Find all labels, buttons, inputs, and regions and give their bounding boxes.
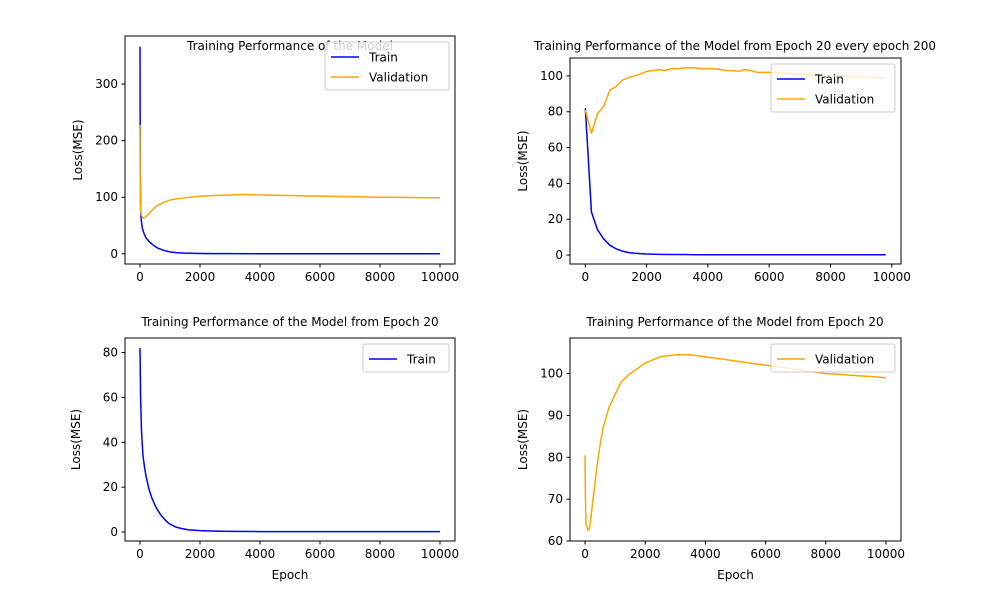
panel-2-y-tick-label: 40 (548, 176, 563, 190)
panel-2-x-tick-label: 10000 (873, 270, 911, 284)
panel-2-legend-label-validation: Validation (815, 93, 874, 107)
panel-3-y-tick-label: 0 (110, 525, 118, 539)
panel-4-y-tick-label: 80 (548, 450, 563, 464)
panel-3-x-tick-label: 2000 (185, 547, 216, 561)
panel-2-x-tick-label: 0 (582, 270, 590, 284)
panel-1-axes-frame (124, 35, 456, 265)
panel-2-x-tick-label: 8000 (815, 270, 846, 284)
panel-4-legend-label-validation: Validation (815, 353, 874, 367)
panel-2-y-tick-label: 20 (548, 212, 563, 226)
panel-2-y-tick-label: 0 (555, 248, 563, 262)
panel-3-x-tick-label: 10000 (421, 547, 459, 561)
panel-4-y-tick-label: 60 (548, 534, 563, 548)
panel-3-x-tick-label: 4000 (245, 547, 276, 561)
panel-4-x-tick-label: 4000 (690, 547, 721, 561)
panel-2-x-tick-label: 2000 (631, 270, 662, 284)
panel-4-x-tick-label: 10000 (867, 547, 905, 561)
panel-2-y-tick-label: 80 (548, 105, 563, 119)
panel-4-title: Training Performance of the Model from E… (585, 315, 883, 329)
panel-3-title: Training Performance of the Model from E… (140, 315, 438, 329)
panel-2-legend-box (770, 63, 896, 113)
panel-4-x-axis-label: Epoch (717, 568, 754, 582)
panel-3-y-axis-label: Loss(MSE) (69, 409, 83, 470)
panel-1-y-tick-label: 300 (95, 77, 118, 91)
panel-1-plot-area: 0 2000 4000 6000 8000 10000 0 100 200 300 Train Val… (95, 35, 459, 284)
panel-3-x-axis-label: Epoch (272, 568, 309, 582)
panel-1-legend-label-validation: Validation (369, 71, 428, 85)
panel-3-y-tick-label: 20 (103, 480, 118, 494)
panel-2-title: Training Performance of the Model from E… (533, 39, 936, 53)
panel-2-y-axis-label: Loss(MSE) (516, 130, 530, 191)
panel-2-x-tick-label: 6000 (754, 270, 785, 284)
panel-2-x-tick-label: 4000 (693, 270, 724, 284)
panel-4-y-axis-label: Loss(MSE) (516, 409, 530, 470)
panel-1-loss-all-epochs: Training Performance of the Model Loss(M… (71, 35, 459, 284)
panel-3-legend-box (362, 343, 450, 373)
panel-3-legend: Train (362, 343, 450, 373)
panel-2-axes-frame (569, 57, 902, 265)
panel-4-y-tick-label: 90 (548, 408, 563, 422)
panel-1-x-tick-label: 6000 (305, 270, 336, 284)
panel-4-legend: Validation (770, 343, 896, 373)
panel-1-y-axis-label: Loss(MSE) (71, 119, 85, 180)
panel-1-y-tick-label: 200 (95, 134, 118, 148)
panel-4-axes-frame (569, 337, 902, 542)
panel-3-axes-frame (124, 337, 456, 542)
panel-3-train-line (139, 348, 440, 533)
panel-2-y-tick-label: 100 (540, 69, 563, 83)
panel-2-loss-every-200: Training Performance of the Model from E… (516, 39, 936, 284)
panel-2-legend-label-train: Train (814, 73, 844, 87)
panel-3-legend-label-train: Train (406, 353, 436, 367)
panel-4-x-tick-label: 0 (581, 547, 589, 561)
panel-4-x-tick-label: 8000 (810, 547, 841, 561)
panel-3-x-tick-label: 6000 (305, 547, 336, 561)
panel-3-train-from-epoch-20: Training Performance of the Model from E… (69, 315, 459, 582)
panel-4-plot-area: 0 2000 4000 6000 8000 10000 60 70 80 90 100 Validat… (540, 337, 905, 561)
panel-1-x-tick-label: 2000 (185, 270, 216, 284)
panel-3-x-tick-label: 0 (136, 547, 144, 561)
panel-3-x-tick-label: 8000 (365, 547, 396, 561)
panel-4-x-tick-label: 6000 (750, 547, 781, 561)
panel-1-x-tick-label: 8000 (365, 270, 396, 284)
panel-1-y-tick-label: 100 (95, 190, 118, 204)
panel-1-y-tick-label: 0 (110, 247, 118, 261)
panel-1-legend-label-train: Train (368, 51, 398, 65)
panel-3-y-tick-label: 60 (103, 390, 118, 404)
panel-1-legend: Train Validation (324, 41, 450, 91)
panel-1-x-tick-label: 0 (136, 270, 144, 284)
panel-2-legend: Train Validation (770, 63, 896, 113)
panel-1-legend-box (324, 41, 450, 91)
panel-3-y-tick-label: 80 (103, 346, 118, 360)
panel-3-plot-area: 0 2000 4000 6000 8000 10000 0 20 40 60 80 Train (103, 337, 459, 561)
panel-1-x-tick-label: 10000 (421, 270, 459, 284)
panel-4-y-tick-label: 100 (540, 367, 563, 381)
panel-3-y-tick-label: 40 (103, 435, 118, 449)
panel-2-plot-area: 0 2000 4000 6000 8000 10000 0 20 40 60 80 100 Train V… (540, 57, 911, 284)
panel-4-legend-box (770, 343, 896, 373)
panel-2-train-line (584, 108, 886, 256)
panel-4-validation-from-epoch-20: Training Performance of the Model from E… (516, 315, 905, 582)
panel-4-y-tick-label: 70 (548, 492, 563, 506)
panel-1-x-tick-label: 4000 (245, 270, 276, 284)
panel-1-validation-line (139, 124, 440, 219)
panel-4-x-tick-label: 2000 (630, 547, 661, 561)
panel-2-y-tick-label: 60 (548, 141, 563, 155)
panel-1-train-line (139, 46, 440, 255)
